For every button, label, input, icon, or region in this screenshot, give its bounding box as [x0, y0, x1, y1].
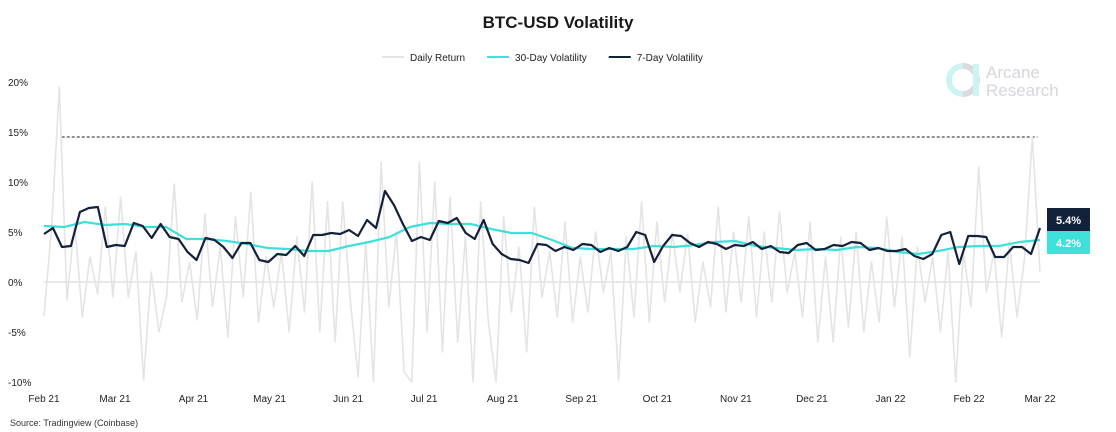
x-tick-label: Mar 21: [99, 394, 131, 405]
x-tick-label: Nov 21: [720, 394, 752, 405]
logo-text-1: Arcane: [986, 63, 1040, 82]
chart-title: BTC-USD Volatility: [483, 13, 634, 32]
x-tick-label: Feb 21: [28, 394, 60, 405]
series-line-daily-return: [43, 86, 1041, 383]
y-tick-label: 10%: [8, 178, 28, 189]
plot-area: [43, 86, 1042, 383]
x-tick-label: Oct 21: [643, 394, 673, 405]
x-tick-label: Jan 22: [875, 394, 905, 405]
x-tick-label: Dec 21: [796, 394, 828, 405]
legend-label: 30-Day Volatility: [515, 53, 587, 64]
arcane-research-logo: Arcane Research: [946, 63, 1059, 100]
x-axis: Feb 21 Mar 21 Apr 21 May 21 Jun 21 Jul 21 Aug …: [28, 394, 1056, 405]
x-tick-label: Apr 21: [179, 394, 209, 405]
source-note: Source: Tradingview (Coinbase): [10, 418, 138, 428]
x-tick-label: Sep 21: [565, 394, 597, 405]
legend-item: 7-Day Volatility: [608, 53, 703, 64]
x-tick-label: Mar 22: [1024, 394, 1056, 405]
y-tick-label: 5%: [8, 228, 23, 239]
y-tick-label: 0%: [8, 278, 23, 289]
x-tick-label: May 21: [253, 394, 286, 405]
legend-item: Daily Return: [382, 53, 465, 64]
svg-text:4.2%: 4.2%: [1056, 238, 1081, 250]
legend: Daily Return 30-Day Volatility 7-Day Volat…: [382, 53, 703, 64]
y-tick-label: -5%: [8, 328, 26, 339]
end-label-30-day-volatility: 4.2%: [1047, 231, 1090, 254]
y-tick-label: 15%: [8, 128, 28, 139]
series-line-7-day-volatility: [43, 189, 1042, 266]
y-tick-label: 20%: [8, 78, 28, 89]
x-tick-label: Feb 22: [953, 394, 985, 405]
x-tick-label: Jun 21: [333, 394, 363, 405]
y-axis: 20% 15% 10% 5% 0% -5% -10%: [8, 78, 31, 389]
x-tick-label: Aug 21: [487, 394, 519, 405]
svg-text:5.4%: 5.4%: [1056, 215, 1081, 227]
x-tick-label: Jul 21: [411, 394, 438, 405]
y-tick-label: -10%: [8, 378, 31, 389]
series-line-30-day-volatility: [43, 220, 1041, 256]
legend-label: 7-Day Volatility: [637, 53, 703, 64]
logo-text-2: Research: [986, 81, 1059, 100]
logo-mark-icon: [946, 63, 964, 97]
end-labels: 5.4% 4.2%: [1047, 208, 1090, 254]
legend-label: Daily Return: [410, 53, 465, 64]
end-label-7-day-volatility: 5.4%: [1047, 208, 1090, 231]
legend-item: 30-Day Volatility: [487, 53, 587, 64]
